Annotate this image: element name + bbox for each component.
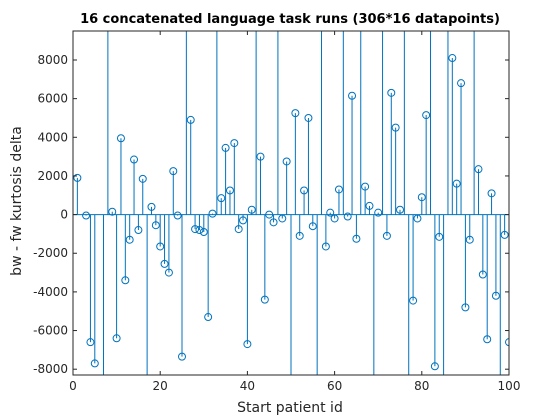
x-axis-label: Start patient id bbox=[237, 400, 343, 416]
stem-marker bbox=[491, 291, 500, 300]
stem-marker bbox=[178, 352, 186, 361]
x-tick-label: 20 bbox=[153, 379, 168, 393]
stem-marker bbox=[413, 214, 422, 223]
stem-marker bbox=[321, 242, 330, 251]
stem-marker bbox=[247, 205, 256, 214]
stem-marker bbox=[391, 123, 400, 132]
stem-marker bbox=[278, 214, 287, 223]
axes: 0 20 40 60 80 100 -8000 -6000 -4000 -2000 0 2000 400… bbox=[33, 30, 521, 393]
stem-marker bbox=[269, 218, 278, 227]
stem-marker bbox=[478, 270, 487, 279]
stem-marker bbox=[457, 79, 466, 88]
y-tick-label: -2000 bbox=[33, 246, 68, 260]
stem-marker bbox=[474, 165, 483, 174]
stem-marker bbox=[116, 134, 125, 143]
stem-marker bbox=[121, 276, 130, 285]
stem-marker bbox=[243, 340, 252, 349]
plot-area bbox=[73, 31, 509, 375]
stem-marker bbox=[374, 208, 383, 217]
stem-marker bbox=[295, 231, 304, 240]
stem-marker bbox=[186, 115, 195, 124]
stem-marker bbox=[173, 211, 182, 220]
stem-marker bbox=[191, 225, 200, 234]
stem-marker bbox=[112, 334, 121, 343]
stem-marker bbox=[217, 194, 226, 203]
x-tick-label: 40 bbox=[240, 379, 255, 393]
stem-marker bbox=[435, 232, 444, 241]
stem-marker bbox=[300, 186, 309, 195]
x-tick-label: 80 bbox=[414, 379, 429, 393]
stem-marker bbox=[130, 155, 139, 164]
stem-marker bbox=[221, 143, 230, 152]
stem-marker bbox=[164, 268, 173, 277]
stem-marker bbox=[330, 214, 339, 223]
x-tick-label: 60 bbox=[327, 379, 342, 393]
stem-marker bbox=[461, 303, 470, 312]
stem-marker bbox=[125, 235, 134, 244]
stem-marker bbox=[417, 193, 426, 202]
stem-marker bbox=[156, 242, 165, 251]
stem-marker bbox=[230, 139, 239, 148]
axes-box bbox=[72, 30, 510, 376]
stem-marker bbox=[365, 201, 374, 210]
x-tick-label: 100 bbox=[498, 379, 521, 393]
y-axis-label: bw - fw kurtosis delta bbox=[9, 126, 25, 276]
stem-marker bbox=[138, 174, 147, 183]
stem-marker bbox=[505, 338, 509, 347]
stem-marker bbox=[265, 210, 274, 219]
y-tick-label: 6000 bbox=[37, 92, 68, 106]
stem-marker bbox=[304, 113, 313, 122]
stem-marker bbox=[352, 234, 361, 243]
stem-marker bbox=[204, 313, 213, 322]
stem-marker bbox=[160, 259, 169, 268]
y-tick-label: 2000 bbox=[37, 169, 68, 183]
stem-marker bbox=[225, 186, 234, 195]
stem-marker bbox=[422, 111, 431, 120]
stem-marker bbox=[291, 109, 300, 118]
stem-marker bbox=[256, 152, 265, 161]
stem-marker bbox=[430, 362, 439, 371]
stem-marker bbox=[108, 207, 117, 216]
stem-marker bbox=[409, 296, 418, 305]
stem-marker bbox=[260, 295, 269, 304]
stem-marker bbox=[147, 202, 156, 211]
y-tick-label: 8000 bbox=[37, 53, 68, 67]
stem-marker bbox=[361, 182, 370, 191]
y-tick-label: -8000 bbox=[33, 362, 68, 376]
stem-marker bbox=[334, 185, 343, 194]
stem-marker bbox=[396, 205, 404, 214]
stem-marker bbox=[151, 221, 160, 230]
stem-marker bbox=[483, 335, 492, 344]
stem-marker bbox=[239, 216, 248, 225]
stem-marker bbox=[73, 173, 82, 182]
y-tick-label: 4000 bbox=[37, 130, 68, 144]
x-tick-label: 0 bbox=[69, 379, 77, 393]
stem-marker bbox=[308, 222, 317, 231]
stem-marker bbox=[452, 179, 461, 188]
chart-title: 16 concatenated language task runs (306*… bbox=[80, 12, 500, 27]
stem-marker bbox=[82, 211, 91, 220]
y-tick-label: -4000 bbox=[33, 285, 68, 299]
stem-marker bbox=[208, 209, 217, 218]
stem-marker bbox=[282, 157, 291, 166]
stem-marker bbox=[234, 225, 243, 234]
stem-marker bbox=[500, 230, 509, 239]
stem-marker bbox=[195, 226, 204, 235]
stem-marker bbox=[382, 231, 391, 240]
stem-marker bbox=[199, 227, 208, 236]
stem-marker bbox=[348, 91, 357, 100]
stem-marker bbox=[465, 235, 474, 244]
stem-marker bbox=[86, 338, 95, 347]
stem-marker bbox=[448, 54, 457, 63]
y-tick-label: 0 bbox=[60, 208, 68, 222]
stem-marker bbox=[90, 359, 99, 368]
stem-marker bbox=[387, 88, 396, 97]
stem-marker bbox=[326, 208, 335, 217]
y-tick-label: -6000 bbox=[33, 324, 68, 338]
stem-marker bbox=[487, 189, 496, 198]
stem-marker bbox=[169, 167, 178, 176]
stem-marker bbox=[343, 212, 352, 221]
stem-marker bbox=[134, 226, 143, 235]
